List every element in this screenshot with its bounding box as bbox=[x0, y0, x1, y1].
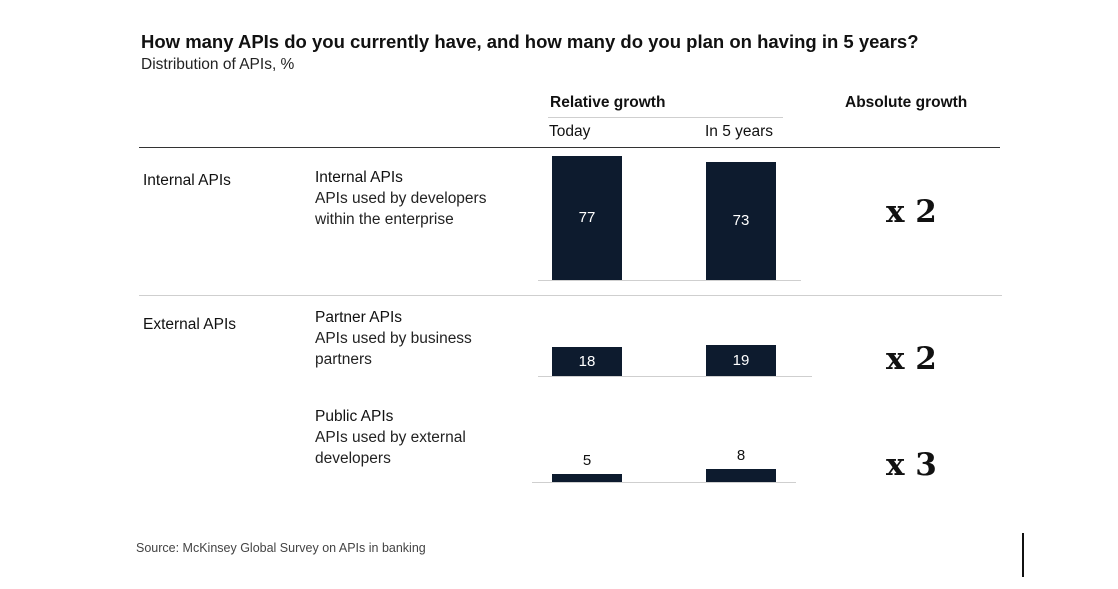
header-rule bbox=[139, 147, 1000, 148]
absolute-growth-partner: x 2 bbox=[886, 341, 937, 377]
category-description: APIs used by external developers bbox=[315, 429, 466, 467]
bar-partner-today bbox=[552, 347, 622, 376]
baseline-public bbox=[532, 482, 796, 483]
bar-label-internal-today: 77 bbox=[578, 209, 596, 226]
header-absolute-growth: Absolute growth bbox=[845, 94, 968, 111]
bar-public-today bbox=[552, 474, 622, 482]
absolute-growth-public: x 3 bbox=[886, 447, 937, 483]
source-note: Source: McKinsey Global Survey on APIs i… bbox=[136, 541, 426, 555]
absolute-growth-internal: x 2 bbox=[886, 194, 937, 230]
chart-title: How many APIs do you currently have, and… bbox=[141, 31, 919, 52]
category-description: APIs used by developers within the enter… bbox=[315, 190, 487, 228]
edge-marker bbox=[1022, 533, 1024, 577]
category-public: Public APIs APIs used by external develo… bbox=[315, 406, 490, 469]
bar-label-public-today: 5 bbox=[582, 451, 592, 469]
baseline-internal bbox=[538, 280, 801, 281]
category-name: Partner APIs bbox=[315, 309, 403, 326]
bar-label-internal-5-years: 73 bbox=[732, 212, 750, 230]
bar-partner-5-years bbox=[706, 345, 776, 376]
group-label-external: External APIs bbox=[143, 316, 237, 333]
bar-public-5-years bbox=[706, 469, 776, 482]
category-name: Public APIs bbox=[315, 408, 394, 425]
header-relative-growth: Relative growth bbox=[550, 94, 666, 111]
category-internal: Internal APIs APIs used by developers wi… bbox=[315, 167, 515, 230]
baseline-partner bbox=[538, 376, 812, 377]
bar-internal-today bbox=[552, 156, 622, 280]
bar-label-partner-today: 18 bbox=[578, 352, 596, 370]
header-today: Today bbox=[549, 123, 591, 140]
bar-label-public-5-years: 8 bbox=[736, 447, 746, 465]
category-description: APIs used by business partners bbox=[315, 330, 472, 368]
bar-internal-5-years bbox=[706, 162, 776, 280]
chart-subtitle: Distribution of APIs, % bbox=[141, 56, 295, 73]
category-partner: Partner APIs APIs used by business partn… bbox=[315, 307, 490, 370]
bar-label-partner-5-years: 19 bbox=[732, 351, 750, 369]
category-name: Internal APIs bbox=[315, 169, 403, 186]
header-in-5-years: In 5 years bbox=[705, 123, 774, 140]
header-relative-rule bbox=[548, 117, 783, 118]
group-label-internal: Internal APIs bbox=[143, 172, 231, 189]
group-divider bbox=[139, 295, 1002, 296]
